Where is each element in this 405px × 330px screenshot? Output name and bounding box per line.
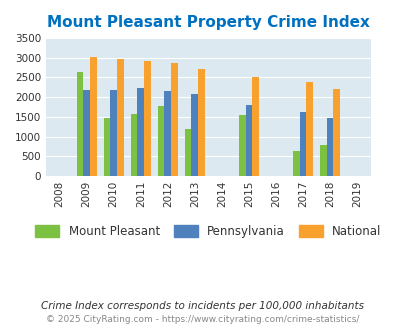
Bar bbox=[77, 72, 83, 176]
Legend: Mount Pleasant, Pennsylvania, National: Mount Pleasant, Pennsylvania, National bbox=[31, 220, 385, 243]
Bar bbox=[171, 63, 177, 176]
Text: Crime Index corresponds to incidents per 100,000 inhabitants: Crime Index corresponds to incidents per… bbox=[41, 301, 364, 311]
Bar bbox=[144, 61, 151, 176]
Bar bbox=[103, 118, 110, 176]
Text: © 2025 CityRating.com - https://www.cityrating.com/crime-statistics/: © 2025 CityRating.com - https://www.city… bbox=[46, 315, 359, 324]
Bar bbox=[245, 105, 252, 176]
Bar bbox=[319, 145, 326, 176]
Bar bbox=[157, 106, 164, 176]
Bar bbox=[198, 69, 205, 176]
Title: Mount Pleasant Property Crime Index: Mount Pleasant Property Crime Index bbox=[47, 15, 369, 30]
Bar bbox=[117, 59, 124, 176]
Bar bbox=[252, 78, 258, 176]
Bar bbox=[299, 112, 306, 176]
Bar bbox=[110, 90, 117, 176]
Bar bbox=[333, 89, 339, 176]
Bar bbox=[90, 57, 96, 176]
Bar bbox=[191, 94, 198, 176]
Bar bbox=[184, 129, 191, 176]
Bar bbox=[306, 82, 312, 176]
Bar bbox=[326, 117, 333, 176]
Bar bbox=[292, 151, 299, 176]
Bar bbox=[83, 90, 90, 176]
Bar bbox=[164, 91, 171, 176]
Bar bbox=[238, 115, 245, 176]
Bar bbox=[130, 114, 137, 176]
Bar bbox=[137, 88, 144, 176]
